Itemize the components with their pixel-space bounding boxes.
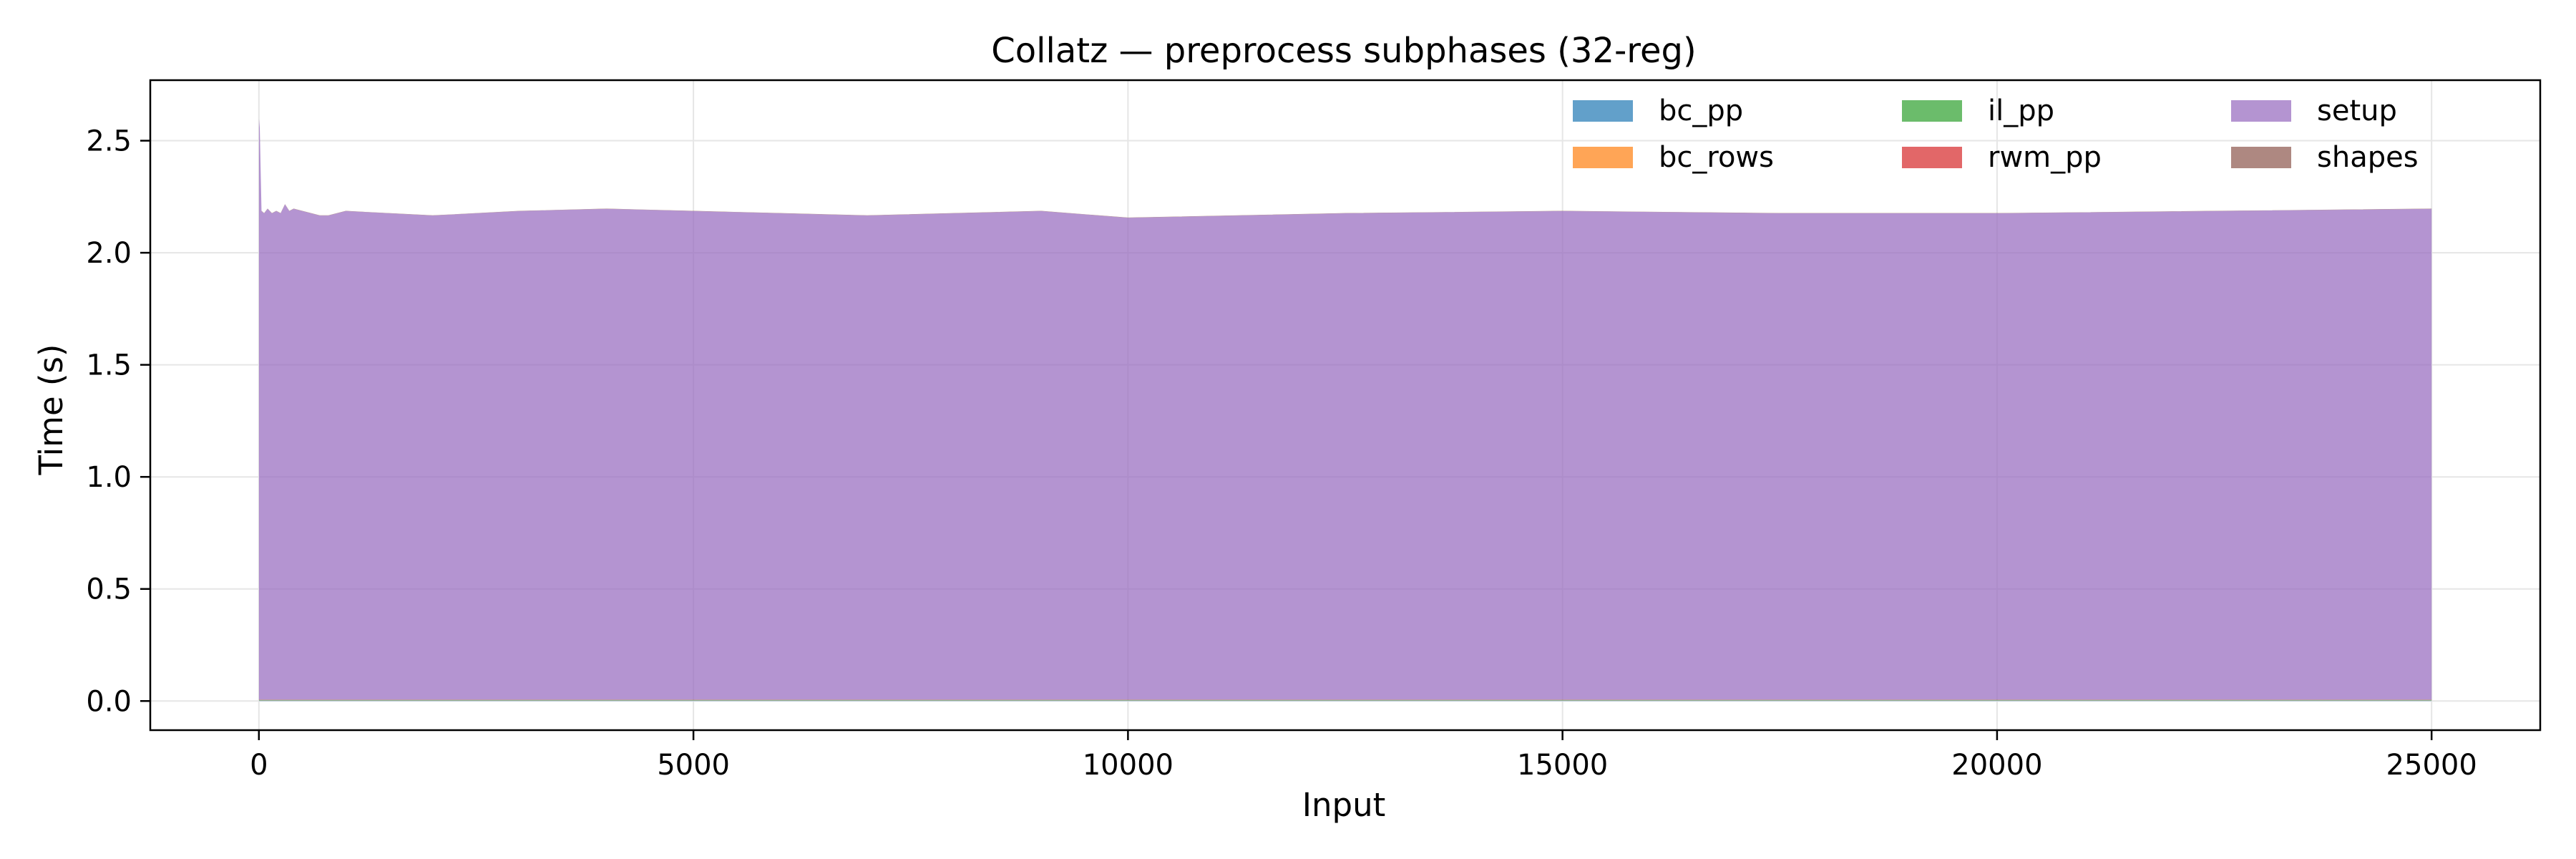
legend-swatch-rwm-pp xyxy=(1902,147,1962,168)
chart-title: Collatz — preprocess subphases (32-reg) xyxy=(991,31,1696,71)
y-tick-label: 2.0 xyxy=(86,237,132,270)
area-il-pp xyxy=(258,699,2432,701)
legend-swatch-bc-pp xyxy=(1573,100,1633,122)
legend-swatch-bc-rows xyxy=(1573,147,1633,168)
area-setup xyxy=(258,119,2432,700)
y-tick-label: 0.0 xyxy=(86,685,132,718)
legend-label-rwm-pp: rwm_pp xyxy=(1988,141,2102,174)
x-axis-label: Input xyxy=(1302,786,1386,824)
legend-label-bc-rows: bc_rows xyxy=(1659,141,1774,174)
x-tick-label: 10000 xyxy=(1083,749,1174,782)
y-axis-ticks: 0.0 0.5 1.0 1.5 2.0 2.5 xyxy=(86,125,150,718)
y-axis-label: Time (s) xyxy=(32,344,70,476)
x-tick-label: 15000 xyxy=(1517,749,1608,782)
y-tick-label: 2.5 xyxy=(86,125,132,158)
plot-areas xyxy=(258,119,2432,702)
x-tick-label: 20000 xyxy=(1951,749,2042,782)
y-tick-label: 1.0 xyxy=(86,461,132,494)
legend-label-il-pp: il_pp xyxy=(1988,94,2054,127)
legend-swatch-shapes xyxy=(2231,147,2291,168)
plot-frame xyxy=(149,79,2542,732)
area-bc-pp xyxy=(258,700,2432,702)
legend-label-bc-pp: bc_pp xyxy=(1659,94,1743,127)
x-tick-label: 25000 xyxy=(2386,749,2477,782)
x-axis-ticks: 0 5000 10000 15000 20000 25000 xyxy=(250,730,2477,782)
legend-swatch-il-pp xyxy=(1902,100,1962,122)
y-tick-label: 1.5 xyxy=(86,349,132,382)
legend-label-setup: setup xyxy=(2317,94,2397,127)
legend-swatch-setup xyxy=(2231,100,2291,122)
x-tick-label: 5000 xyxy=(657,749,730,782)
legend-label-shapes: shapes xyxy=(2317,141,2419,174)
x-tick-label: 0 xyxy=(250,749,268,782)
y-tick-label: 0.5 xyxy=(86,573,132,606)
legend: bc_pp bc_rows il_pp rwm_pp setup shapes xyxy=(1573,94,2419,174)
